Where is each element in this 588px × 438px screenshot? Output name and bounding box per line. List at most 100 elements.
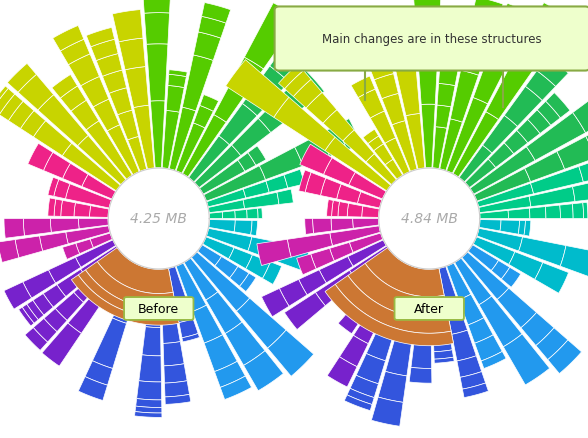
Polygon shape — [91, 40, 118, 61]
Polygon shape — [52, 75, 78, 99]
Polygon shape — [479, 211, 509, 219]
Polygon shape — [519, 237, 566, 267]
Polygon shape — [248, 237, 282, 262]
FancyBboxPatch shape — [275, 7, 588, 71]
Polygon shape — [452, 330, 476, 361]
Polygon shape — [24, 219, 51, 236]
Polygon shape — [392, 121, 417, 172]
Polygon shape — [97, 248, 173, 294]
Polygon shape — [348, 264, 448, 318]
Polygon shape — [397, 268, 422, 336]
Polygon shape — [434, 357, 454, 364]
Polygon shape — [379, 257, 401, 282]
Polygon shape — [258, 208, 262, 219]
Polygon shape — [71, 275, 179, 325]
Polygon shape — [139, 355, 161, 382]
Polygon shape — [208, 200, 245, 213]
Polygon shape — [277, 244, 309, 272]
Polygon shape — [335, 276, 451, 333]
Polygon shape — [460, 372, 486, 389]
Polygon shape — [112, 265, 144, 324]
Polygon shape — [462, 383, 489, 398]
Polygon shape — [182, 56, 213, 112]
Polygon shape — [151, 102, 165, 169]
Polygon shape — [433, 127, 447, 170]
Polygon shape — [199, 161, 245, 195]
Polygon shape — [481, 352, 506, 369]
Polygon shape — [473, 38, 517, 105]
Polygon shape — [350, 294, 374, 319]
Polygon shape — [7, 64, 36, 93]
Polygon shape — [477, 184, 533, 207]
Polygon shape — [560, 246, 588, 278]
Polygon shape — [112, 277, 129, 296]
Polygon shape — [4, 219, 25, 239]
Polygon shape — [465, 30, 492, 55]
Polygon shape — [262, 262, 282, 285]
Polygon shape — [320, 179, 341, 199]
Polygon shape — [455, 258, 492, 305]
Polygon shape — [526, 71, 556, 101]
Polygon shape — [497, 289, 537, 328]
Polygon shape — [358, 90, 385, 119]
Polygon shape — [278, 87, 307, 117]
Polygon shape — [453, 113, 499, 178]
Polygon shape — [18, 75, 54, 111]
Polygon shape — [0, 87, 8, 111]
Text: Before: Before — [138, 302, 179, 315]
Polygon shape — [367, 55, 393, 81]
Polygon shape — [176, 124, 205, 174]
Polygon shape — [502, 268, 521, 288]
Polygon shape — [358, 192, 382, 208]
Polygon shape — [290, 78, 318, 106]
Polygon shape — [436, 106, 451, 129]
Polygon shape — [363, 130, 379, 144]
Polygon shape — [93, 100, 119, 131]
Polygon shape — [339, 336, 368, 367]
Polygon shape — [4, 282, 32, 309]
Polygon shape — [338, 202, 349, 217]
Polygon shape — [375, 74, 399, 99]
Polygon shape — [379, 169, 480, 269]
Polygon shape — [492, 261, 510, 279]
Polygon shape — [473, 0, 503, 19]
Polygon shape — [368, 137, 383, 151]
Polygon shape — [162, 111, 179, 170]
Polygon shape — [299, 270, 326, 295]
Polygon shape — [262, 289, 289, 317]
Polygon shape — [62, 144, 121, 191]
Polygon shape — [505, 131, 528, 154]
Polygon shape — [500, 220, 520, 235]
Polygon shape — [142, 327, 161, 356]
Polygon shape — [457, 356, 482, 378]
Polygon shape — [214, 58, 263, 123]
Polygon shape — [106, 291, 121, 305]
Polygon shape — [524, 152, 564, 182]
Polygon shape — [417, 55, 438, 105]
Polygon shape — [22, 304, 38, 324]
Polygon shape — [23, 270, 56, 298]
Polygon shape — [395, 66, 420, 117]
Polygon shape — [0, 89, 15, 115]
Polygon shape — [246, 209, 258, 219]
Polygon shape — [86, 122, 132, 180]
Polygon shape — [372, 397, 403, 426]
Polygon shape — [517, 120, 540, 144]
Polygon shape — [78, 377, 108, 401]
FancyBboxPatch shape — [395, 297, 464, 320]
Polygon shape — [446, 98, 487, 174]
Polygon shape — [39, 233, 68, 251]
Polygon shape — [284, 170, 305, 188]
Polygon shape — [104, 299, 117, 309]
Polygon shape — [285, 293, 325, 330]
Polygon shape — [557, 137, 588, 170]
Polygon shape — [182, 334, 199, 342]
Polygon shape — [193, 33, 221, 61]
Polygon shape — [391, 48, 416, 69]
Polygon shape — [473, 237, 515, 265]
Polygon shape — [96, 54, 122, 77]
Polygon shape — [81, 247, 120, 279]
Polygon shape — [38, 95, 88, 146]
Polygon shape — [437, 84, 455, 108]
Polygon shape — [433, 323, 450, 339]
